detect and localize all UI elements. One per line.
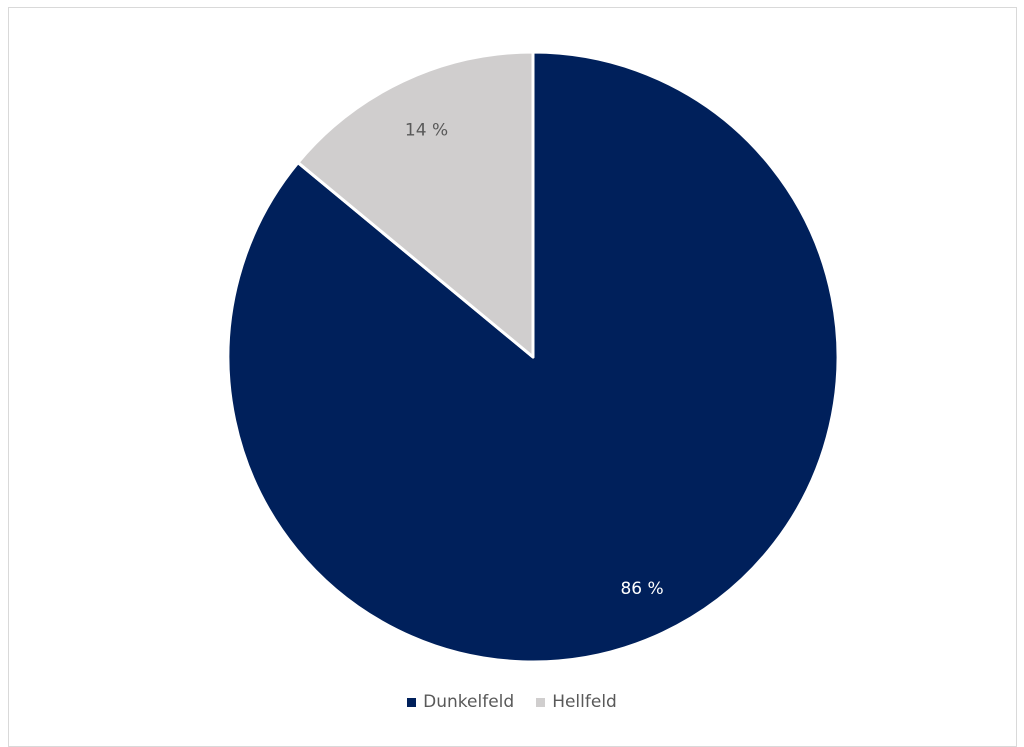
legend-item-hellfeld: Hellfeld (536, 692, 617, 712)
legend-swatch-hellfeld (536, 697, 546, 707)
legend: Dunkelfeld Hellfeld (0, 692, 1024, 712)
data-label-dunkelfeld: 86 % (620, 579, 663, 599)
legend-label-hellfeld: Hellfeld (552, 692, 617, 712)
legend-swatch-dunkelfeld (407, 697, 417, 707)
pie-slice-hellfeld (296, 50, 535, 359)
data-label-hellfeld: 14 % (405, 121, 448, 141)
legend-label-dunkelfeld: Dunkelfeld (423, 692, 515, 712)
legend-item-dunkelfeld: Dunkelfeld (407, 692, 514, 712)
